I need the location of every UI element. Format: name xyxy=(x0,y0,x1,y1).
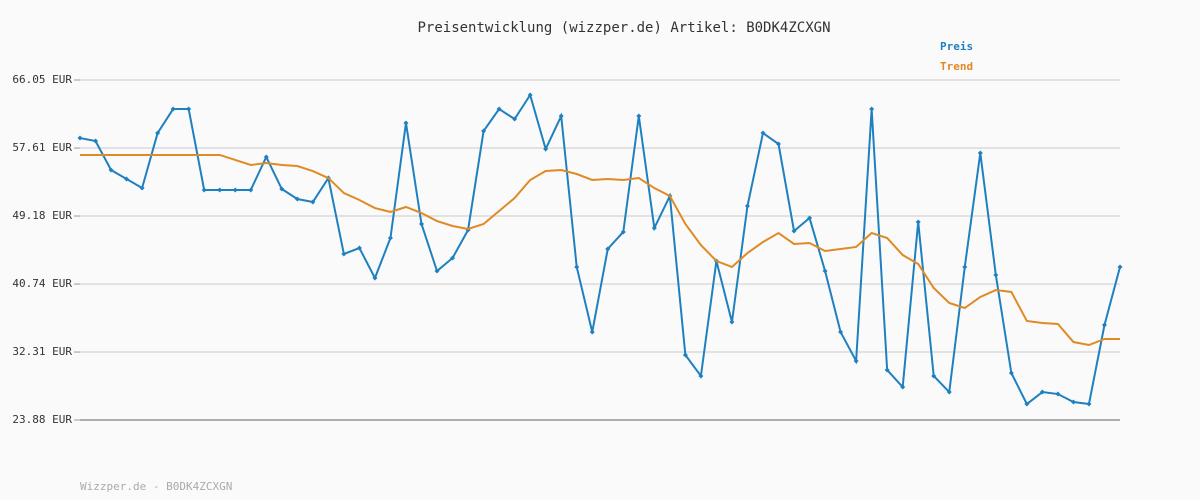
y-tick-label: 66.05 EUR xyxy=(12,73,72,86)
point-marker xyxy=(170,106,176,112)
point-marker xyxy=(543,146,549,152)
point-marker xyxy=(263,154,269,160)
point-marker xyxy=(605,246,611,252)
point-marker xyxy=(1024,401,1030,407)
point-marker xyxy=(527,92,533,98)
y-tick-label: 32.31 EUR xyxy=(12,345,72,358)
point-marker xyxy=(450,255,456,261)
point-marker xyxy=(729,319,735,325)
point-marker xyxy=(931,373,937,379)
point-marker xyxy=(946,389,952,395)
point-marker xyxy=(884,367,890,373)
point-marker xyxy=(341,251,347,257)
point-marker xyxy=(993,272,999,278)
point-marker xyxy=(248,187,254,193)
point-marker xyxy=(294,196,300,202)
point-marker xyxy=(853,358,859,364)
line-series xyxy=(79,92,1121,406)
point-marker xyxy=(589,329,595,335)
point-marker xyxy=(139,185,145,191)
point-marker xyxy=(760,130,766,136)
point-marker xyxy=(636,113,642,119)
point-marker xyxy=(481,128,487,134)
point-marker xyxy=(356,245,362,251)
point-marker xyxy=(387,235,393,241)
point-marker xyxy=(496,106,502,112)
point-marker xyxy=(279,186,285,192)
point-marker xyxy=(512,116,518,122)
point-marker xyxy=(822,268,828,274)
point-marker xyxy=(915,219,921,225)
line-series xyxy=(80,153,1120,347)
point-marker xyxy=(186,106,192,112)
point-marker xyxy=(698,373,704,379)
point-marker xyxy=(1086,401,1092,407)
point-marker xyxy=(434,268,440,274)
footer: Wizzper.de - B0DK4ZCXGN xyxy=(80,480,232,493)
point-marker xyxy=(217,187,223,193)
y-tick-label: 49.18 EUR xyxy=(12,209,72,222)
point-marker xyxy=(232,187,238,193)
point-marker xyxy=(1055,391,1061,397)
point-marker xyxy=(1117,264,1123,270)
point-marker xyxy=(372,275,378,281)
point-marker xyxy=(310,199,316,205)
point-marker xyxy=(900,384,906,390)
point-marker xyxy=(620,229,626,235)
legend-entry: Trend xyxy=(940,60,973,73)
point-marker xyxy=(1070,399,1076,405)
point-marker xyxy=(776,141,782,147)
point-marker xyxy=(418,221,424,227)
point-marker xyxy=(77,135,83,141)
point-marker xyxy=(869,106,875,112)
point-marker xyxy=(155,130,161,136)
point-marker xyxy=(1039,389,1045,395)
point-marker xyxy=(791,228,797,234)
y-tick-label: 23.88 EUR xyxy=(12,413,72,426)
point-marker xyxy=(574,264,580,270)
chart-title: Preisentwicklung (wizzper.de) Artikel: B… xyxy=(417,20,830,36)
point-marker xyxy=(201,187,207,193)
y-tick-label: 40.74 EUR xyxy=(12,277,72,290)
point-marker xyxy=(977,150,983,156)
y-tick-label: 57.61 EUR xyxy=(12,141,72,154)
point-marker xyxy=(108,167,114,173)
point-marker xyxy=(1008,370,1014,376)
point-marker xyxy=(403,120,409,126)
point-marker xyxy=(744,203,750,209)
point-marker xyxy=(558,113,564,119)
point-marker xyxy=(1101,322,1107,328)
point-marker xyxy=(124,176,130,182)
legend-entry: Preis xyxy=(940,40,973,53)
point-marker xyxy=(682,352,688,358)
point-marker xyxy=(807,215,813,221)
point-marker xyxy=(838,329,844,335)
point-marker xyxy=(651,225,657,231)
point-marker xyxy=(93,138,99,144)
point-marker xyxy=(962,264,968,270)
